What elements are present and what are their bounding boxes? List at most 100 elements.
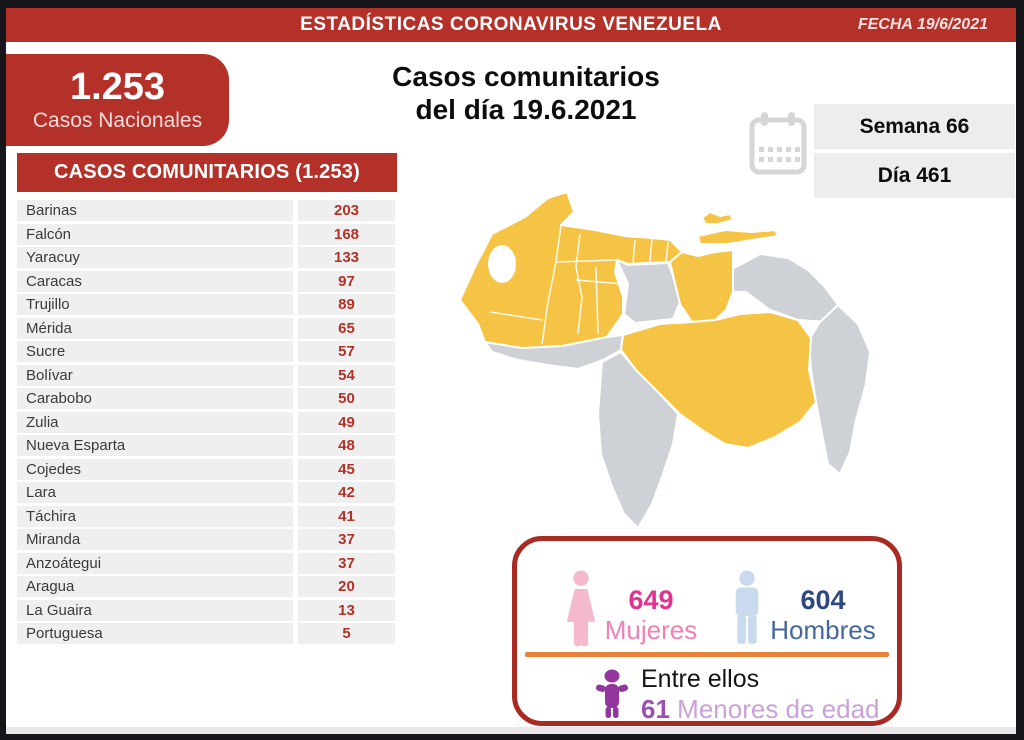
state-name: Aragua bbox=[17, 576, 293, 597]
state-value: 97 bbox=[298, 270, 395, 292]
table-row: Portuguesa 5 bbox=[17, 623, 395, 644]
state-guarico bbox=[616, 259, 681, 324]
state-name: Carabobo bbox=[17, 388, 293, 409]
table-row: Sucre 57 bbox=[17, 341, 395, 362]
region-anzoategui bbox=[669, 249, 734, 323]
table-row: Nueva Esparta 48 bbox=[17, 435, 395, 456]
table-row: Caracas 97 bbox=[17, 270, 395, 292]
state-value: 45 bbox=[298, 458, 395, 480]
table-row: Falcón 168 bbox=[17, 223, 395, 245]
community-table-header: CASOS COMUNITARIOS (1.253) bbox=[17, 153, 397, 192]
state-value: 57 bbox=[298, 341, 395, 362]
state-name: Anzoátegui bbox=[17, 552, 293, 574]
state-value: 49 bbox=[298, 411, 395, 433]
state-name: Bolívar bbox=[17, 364, 293, 386]
state-value: 48 bbox=[298, 435, 395, 456]
table-row: Anzoátegui 37 bbox=[17, 552, 395, 574]
top-banner: ESTADÍSTICAS CORONAVIRUS VENEZUELA FECHA… bbox=[6, 8, 1016, 42]
state-value: 37 bbox=[298, 552, 395, 574]
banner-date: FECHA 19/6/2021 bbox=[857, 16, 988, 33]
page-title-line2: del día 19.6.2021 bbox=[415, 94, 637, 125]
calendar-icon bbox=[748, 110, 808, 183]
slide-content: ESTADÍSTICAS CORONAVIRUS VENEZUELA FECHA… bbox=[6, 8, 1016, 734]
state-name: Yaracuy bbox=[17, 247, 293, 268]
minors-count: 61 bbox=[641, 694, 670, 724]
table-row: Carabobo 50 bbox=[17, 388, 395, 409]
state-name: Trujillo bbox=[17, 294, 293, 315]
men-count: 604 bbox=[800, 585, 846, 615]
minors-stat: Entre ellos 61 Menores de edad bbox=[641, 665, 891, 724]
state-name: Caracas bbox=[17, 270, 293, 292]
women-label: Mujeres bbox=[604, 615, 698, 645]
table-row: Barinas 203 bbox=[17, 200, 395, 221]
community-table: Barinas 203 Falcón 168 Yaracuy 133 Caracas 97 Tr… bbox=[17, 200, 395, 647]
region-nueva-esparta bbox=[701, 211, 734, 225]
region-sucre bbox=[697, 229, 779, 245]
table-row: Lara 42 bbox=[17, 482, 395, 503]
minors-line2: 61 Menores de edad bbox=[641, 694, 891, 724]
table-row: Bolívar 54 bbox=[17, 364, 395, 386]
page-title-line1: Casos comunitarios bbox=[392, 61, 660, 92]
national-cases-box: 1.253 Casos Nacionales bbox=[6, 54, 229, 146]
state-value: 203 bbox=[298, 200, 395, 221]
divider-line bbox=[525, 652, 889, 657]
table-row: Zulia 49 bbox=[17, 411, 395, 433]
women-stat: 649 Mujeres bbox=[591, 585, 711, 645]
man-icon bbox=[727, 569, 767, 654]
state-value: 65 bbox=[298, 317, 395, 339]
day-badge: Día 461 bbox=[814, 153, 1015, 198]
child-icon bbox=[595, 669, 629, 724]
week-badge: Semana 66 bbox=[814, 104, 1015, 149]
state-value: 54 bbox=[298, 364, 395, 386]
state-value: 50 bbox=[298, 388, 395, 409]
state-name: Táchira bbox=[17, 505, 293, 527]
state-name: La Guaira bbox=[17, 599, 293, 621]
national-cases-value: 1.253 bbox=[69, 66, 166, 108]
venezuela-states-map bbox=[430, 172, 985, 567]
table-row: Táchira 41 bbox=[17, 505, 395, 527]
state-name: Barinas bbox=[17, 200, 293, 221]
state-name: Sucre bbox=[17, 341, 293, 362]
region-bolivar bbox=[620, 311, 817, 449]
men-stat: 604 Hombres bbox=[763, 585, 883, 645]
state-monagas bbox=[729, 253, 839, 323]
state-name: Zulia bbox=[17, 411, 293, 433]
men-label: Hombres bbox=[770, 615, 876, 645]
state-name: Miranda bbox=[17, 529, 293, 550]
lake-maracaibo bbox=[488, 245, 516, 283]
state-delta-esequibo bbox=[808, 304, 871, 475]
state-value: 168 bbox=[298, 223, 395, 245]
table-row: Miranda 37 bbox=[17, 529, 395, 550]
state-name: Mérida bbox=[17, 317, 293, 339]
table-row: Cojedes 45 bbox=[17, 458, 395, 480]
table-row: Mérida 65 bbox=[17, 317, 395, 339]
state-value: 42 bbox=[298, 482, 395, 503]
state-value: 89 bbox=[298, 294, 395, 315]
state-value: 13 bbox=[298, 599, 395, 621]
state-value: 20 bbox=[298, 576, 395, 597]
region-west-cluster bbox=[459, 191, 683, 349]
table-row: Aragua 20 bbox=[17, 576, 395, 597]
bottom-edge-strip bbox=[6, 727, 1016, 734]
table-row: Yaracuy 133 bbox=[17, 247, 395, 268]
women-count: 649 bbox=[628, 585, 674, 615]
state-name: Lara bbox=[17, 482, 293, 503]
banner-title: ESTADÍSTICAS CORONAVIRUS VENEZUELA bbox=[300, 14, 722, 35]
state-value: 133 bbox=[298, 247, 395, 268]
state-value: 5 bbox=[298, 623, 395, 644]
state-name: Cojedes bbox=[17, 458, 293, 480]
table-row: Trujillo 89 bbox=[17, 294, 395, 315]
demographics-box: 649 Mujeres 604 Hombres bbox=[512, 536, 902, 726]
minors-label: Menores de edad bbox=[677, 694, 880, 724]
page-title: Casos comunitarios del día 19.6.2021 bbox=[326, 60, 726, 126]
state-value: 37 bbox=[298, 529, 395, 550]
minors-intro: Entre ellos bbox=[641, 665, 760, 693]
national-cases-label: Casos Nacionales bbox=[32, 109, 203, 132]
state-name: Falcón bbox=[17, 223, 293, 245]
state-name: Nueva Esparta bbox=[17, 435, 293, 456]
state-name: Portuguesa bbox=[17, 623, 293, 644]
table-row: La Guaira 13 bbox=[17, 599, 395, 621]
woman-icon bbox=[561, 569, 601, 654]
state-value: 41 bbox=[298, 505, 395, 527]
